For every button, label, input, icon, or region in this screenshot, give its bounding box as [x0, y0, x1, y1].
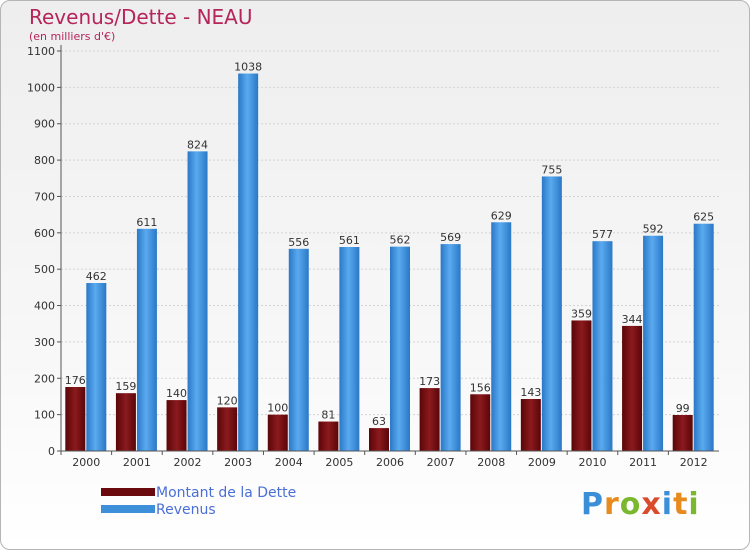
x-tick-label: 2005: [325, 456, 353, 469]
bar-dette: [115, 393, 136, 451]
bar-revenus: [136, 228, 157, 451]
data-label-revenus: 625: [693, 211, 714, 224]
bar-revenus: [390, 246, 410, 451]
data-label-revenus: 561: [339, 234, 360, 247]
y-tick-label: 1100: [27, 45, 55, 58]
y-tick-label: 700: [34, 190, 55, 203]
bar-dette: [318, 421, 339, 451]
data-label-revenus: 611: [136, 216, 157, 229]
data-label-dette: 140: [166, 387, 187, 400]
x-tick-label: 2007: [427, 456, 455, 469]
data-label-revenus: 569: [440, 231, 461, 244]
bar-dette: [419, 388, 440, 451]
x-tick-label: 2012: [680, 456, 708, 469]
bar-dette: [622, 325, 643, 451]
bar-revenus: [541, 176, 562, 452]
bar-dette: [166, 400, 187, 451]
bar-dette: [520, 399, 541, 451]
data-label-dette: 159: [115, 380, 136, 393]
bar-revenus: [592, 241, 613, 451]
legend-label-dette: Montant de la Dette: [156, 485, 297, 501]
x-tick-label: 2003: [224, 456, 252, 469]
x-tick-label: 2010: [578, 456, 606, 469]
data-label-dette: 173: [419, 375, 440, 388]
x-tick-label: 2001: [123, 456, 151, 469]
data-label-revenus: 824: [187, 138, 208, 151]
bar-revenus: [288, 248, 309, 451]
bar-dette: [369, 428, 389, 451]
y-tick-label: 100: [34, 409, 55, 422]
bar-revenus: [86, 283, 107, 451]
data-label-dette: 359: [571, 307, 592, 320]
bar-dette: [571, 320, 592, 451]
x-tick-label: 2011: [629, 456, 657, 469]
bar-revenus: [693, 223, 714, 451]
data-label-revenus: 562: [390, 234, 411, 247]
y-tick-label: 0: [48, 445, 55, 458]
bar-revenus: [339, 247, 360, 451]
bar-revenus: [238, 73, 259, 451]
bar-revenus: [440, 244, 461, 451]
bar-dette: [672, 415, 693, 451]
legend-swatch-dette: [101, 488, 155, 496]
data-label-dette: 120: [217, 394, 238, 407]
chart-subtitle: (en milliers d'€): [29, 30, 116, 43]
x-tick-label: 2000: [72, 456, 100, 469]
bar-dette: [470, 394, 491, 451]
data-label-revenus: 755: [541, 163, 562, 176]
data-label-dette: 344: [622, 313, 643, 326]
data-label-dette: 156: [470, 381, 491, 394]
y-tick-label: 900: [34, 118, 55, 131]
bar-revenus: [643, 235, 664, 451]
bar-dette: [65, 387, 86, 451]
y-tick-label: 400: [34, 300, 55, 313]
data-label-revenus: 462: [86, 270, 107, 283]
bar-dette: [267, 414, 288, 451]
bar-revenus: [491, 222, 512, 451]
x-tick-label: 2009: [528, 456, 556, 469]
data-label-revenus: 1038: [234, 61, 262, 74]
bar-revenus: [187, 151, 208, 451]
bar-dette: [217, 407, 238, 451]
data-label-dette: 99: [676, 402, 690, 415]
data-label-revenus: 629: [491, 209, 512, 222]
y-tick-label: 200: [34, 372, 55, 385]
x-tick-label: 2002: [174, 456, 202, 469]
y-tick-label: 1000: [27, 81, 55, 94]
data-label-dette: 81: [321, 409, 335, 422]
data-label-dette: 63: [372, 415, 386, 428]
legend-swatch-revenus: [101, 505, 155, 513]
data-label-dette: 143: [520, 386, 541, 399]
y-tick-label: 800: [34, 154, 55, 167]
data-label-dette: 100: [267, 402, 288, 415]
legend-label-revenus: Revenus: [156, 502, 216, 518]
x-tick-label: 2006: [376, 456, 404, 469]
y-tick-label: 500: [34, 263, 55, 276]
brand-logo[interactable]: Proxiti: [581, 487, 700, 522]
data-label-revenus: 556: [288, 236, 309, 249]
y-tick-label: 600: [34, 227, 55, 240]
x-tick-label: 2004: [275, 456, 303, 469]
x-tick-label: 2008: [477, 456, 505, 469]
y-tick-label: 300: [34, 336, 55, 349]
data-label-revenus: 592: [643, 223, 664, 236]
chart-title: Revenus/Dette - NEAU: [29, 5, 253, 29]
data-label-dette: 176: [65, 374, 86, 387]
data-label-revenus: 577: [592, 228, 613, 241]
